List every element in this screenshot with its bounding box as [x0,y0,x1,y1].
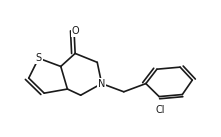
Text: O: O [71,26,79,36]
Text: Cl: Cl [156,105,165,115]
Text: N: N [98,79,105,89]
Text: S: S [36,53,42,63]
